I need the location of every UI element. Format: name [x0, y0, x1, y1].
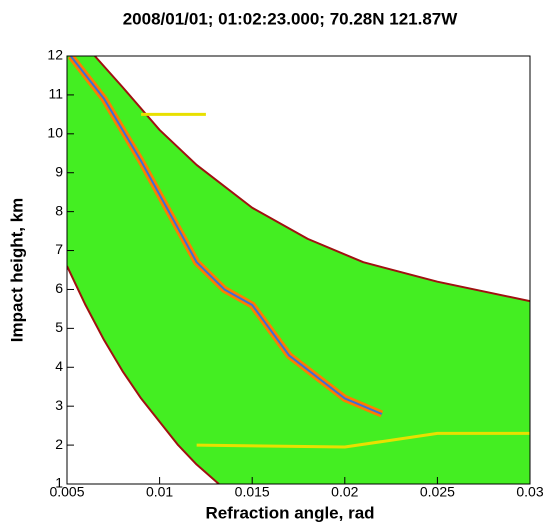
- y-tick-label: 5: [55, 319, 63, 335]
- x-tick-label: 0.015: [235, 484, 270, 500]
- axes: 0.005 0.01 0.015 0.02 0.025 0.031234567891011…: [47, 47, 543, 500]
- boundary-line: [67, 265, 220, 484]
- boundary-line: [94, 56, 530, 303]
- y-tick-label: 7: [55, 241, 63, 257]
- y-tick-label: 2: [55, 436, 63, 452]
- chart-title: 2008/01/01; 01:02:23.000; 70.28N 121.87W: [123, 9, 459, 28]
- ridge-line: [196, 431, 530, 449]
- y-tick-label: 11: [48, 86, 63, 102]
- y-axis-label: Impact height, km: [7, 198, 26, 343]
- y-tick-label: 3: [55, 397, 63, 413]
- y-tick-label: 9: [55, 163, 63, 179]
- x-tick-label: 0.03: [516, 484, 543, 500]
- y-tick-label: 6: [55, 280, 63, 296]
- y-tick-label: 12: [47, 47, 63, 63]
- band-fill: [67, 56, 530, 484]
- plot-frame: [66, 55, 531, 485]
- plot-area: [67, 56, 530, 484]
- y-tick-label: 1: [55, 475, 63, 491]
- x-tick-label: 0.025: [420, 484, 455, 500]
- y-tick-label: 8: [55, 202, 63, 218]
- x-tick-label: 0.005: [49, 484, 84, 500]
- x-tick-label: 0.02: [331, 484, 358, 500]
- x-tick-label: 0.01: [146, 484, 173, 500]
- x-axis-label: Refraction angle, rad: [205, 503, 374, 522]
- ridge-core: [69, 56, 383, 415]
- y-tick-label: 4: [55, 358, 63, 374]
- y-tick-label: 10: [47, 125, 63, 141]
